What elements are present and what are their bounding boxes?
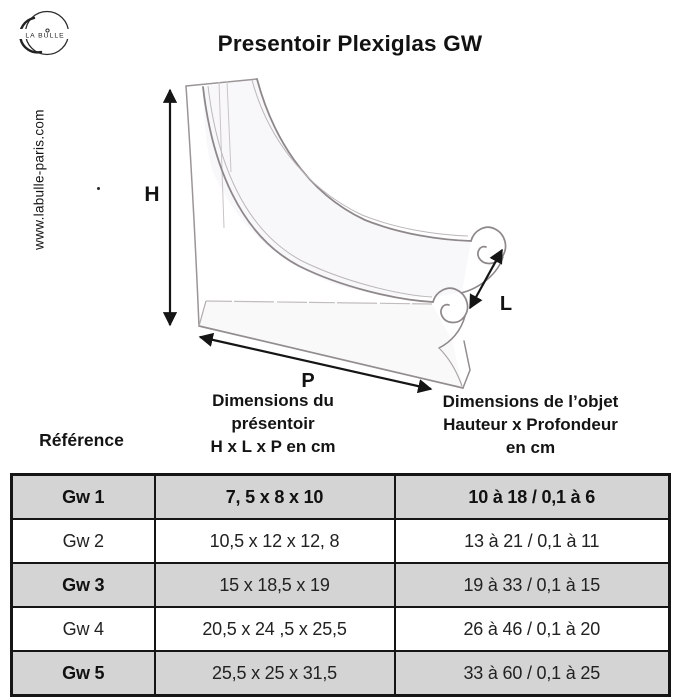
easel-base-left-edge [198,300,207,327]
reference-cell: Gw 3 [10,562,156,608]
objet-dims-cell: 33 à 60 / 0,1 à 25 [393,650,671,697]
presentoir-dims-cell: 10,5 x 12 x 12, 8 [153,518,396,564]
easel-reflection-line-1 [218,81,225,229]
reference-cell: Gw 5 [10,650,156,697]
easel-back-top-edge [185,78,258,87]
objet-dims-cell: 26 à 46 / 0,1 à 20 [393,606,671,652]
height-label: H [144,183,159,206]
header-line: en cm [505,438,556,457]
depth-label: P [301,370,314,392]
lip-arrow [469,248,503,310]
reference-cell: Gw 1 [10,473,156,520]
objet-dims-cell: 13 à 21 / 0,1 à 11 [393,518,671,564]
website-vertical-text: www.labulle-paris.com [31,109,47,250]
table-row: Gw 5 25,5 x 25 x 31,5 33 à 60 / 0,1 à 25 [10,650,671,697]
easel-outer-rail [256,78,472,242]
easel-base-right-edge [462,340,471,389]
brand-logo: LA BULLE [18,10,72,56]
logo-text: LA BULLE [25,33,64,40]
header-line: H x L x P en cm [210,437,336,456]
header-line: Dimensions de l’objet [442,392,619,411]
header-line: Dimensions du [212,391,334,410]
easel-back-lip-curl [470,226,507,265]
presentoir-dims-cell: 20,5 x 24 ,5 x 25,5 [153,606,396,652]
header-line: présentoir [231,414,315,433]
lip-label: L [500,293,512,315]
column-header-reference: Référence [39,430,124,450]
reference-cell: Gw 2 [10,518,156,564]
objet-dims-cell: 10 à 18 / 0,1 à 6 [393,473,671,520]
logo-text-backplate [19,29,72,39]
table-row: Gw 1 7, 5 x 8 x 10 10 à 18 / 0,1 à 6 [10,473,671,520]
presentoir-dims-cell: 25,5 x 25 x 31,5 [153,650,396,697]
table-row: Gw 4 20,5 x 24 ,5 x 25,5 26 à 46 / 0,1 à… [10,606,671,652]
easel-reflection-line-2 [226,80,232,173]
presentoir-dims-cell: 15 x 18,5 x 19 [153,562,396,608]
easel-inner-rail [202,86,434,303]
table-row: Gw 2 10,5 x 12 x 12, 8 13 à 21 / 0,1 à 1… [10,518,671,564]
column-header-objet: Dimensions de l’objet Hauteur x Profonde… [393,390,668,459]
easel-inner-rail-highlight [207,85,433,298]
product-diagram: H P L [144,78,512,394]
easel-front-lip-underside [438,315,466,349]
easel-lip-to-base-edge [438,347,463,387]
page-title: Presentoir Plexiglas GW [217,31,483,56]
column-header-presentoir: Dimensions du présentoir H x L x P en cm [153,389,393,458]
stray-dot [97,187,100,190]
easel-back-left-edge [185,85,200,327]
presentoir-dims-cell: 7, 5 x 8 x 10 [153,473,396,520]
header-line: Hauteur x Profondeur [443,415,618,434]
table-row: Gw 3 15 x 18,5 x 19 19 à 33 / 0,1 à 15 [10,562,671,608]
logo-bubble-icon [45,28,50,33]
reference-cell: Gw 4 [10,606,156,652]
easel-sweep-face [203,79,471,298]
dimensions-table: Gw 1 7, 5 x 8 x 10 10 à 18 / 0,1 à 6 Gw … [10,473,671,697]
easel-base-far-edge [205,300,433,305]
easel-base-face [199,301,463,388]
depth-arrow [198,332,433,394]
easel-outer-rail-highlight [251,79,469,237]
objet-dims-cell: 19 à 33 / 0,1 à 15 [393,562,671,608]
